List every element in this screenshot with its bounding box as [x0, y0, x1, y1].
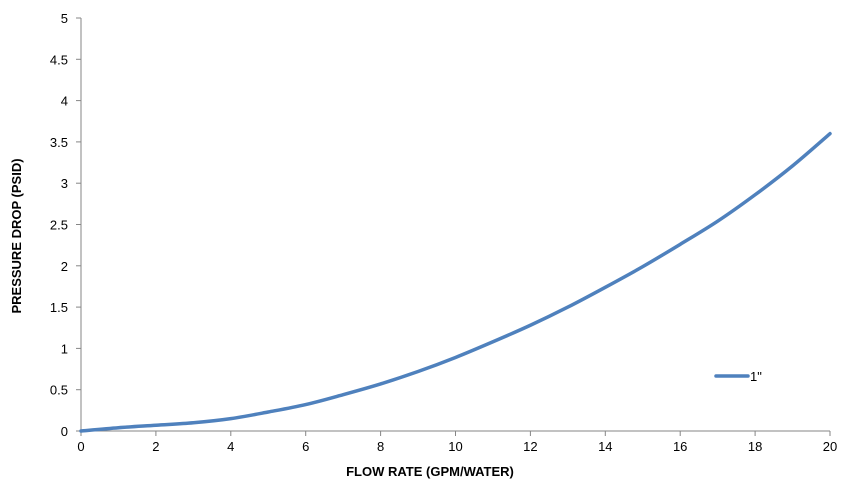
x-tick-label: 12 — [523, 439, 537, 454]
y-tick-label: 1.5 — [50, 300, 68, 315]
x-tick-label: 16 — [673, 439, 687, 454]
y-axis-ticks: 0 0.5 1 1.5 2 2.5 3 3.5 4 4.5 5 — [50, 11, 81, 439]
x-tick-label: 20 — [823, 439, 837, 454]
y-tick-label: 2.5 — [50, 218, 68, 233]
y-axis-title: PRESSURE DROP (PSID) — [9, 158, 24, 313]
y-tick-label: 3.5 — [50, 135, 68, 150]
x-tick-label: 18 — [748, 439, 762, 454]
legend: 1" — [714, 369, 762, 384]
y-tick-label: 3 — [61, 176, 68, 191]
x-tick-label: 2 — [152, 439, 159, 454]
y-tick-label: 0 — [61, 424, 68, 439]
y-tick-label: 5 — [61, 11, 68, 26]
y-tick-label: 0.5 — [50, 383, 68, 398]
x-tick-label: 10 — [448, 439, 462, 454]
x-axis-ticks: 0 2 4 6 8 10 12 14 16 18 20 — [77, 431, 837, 454]
y-tick-label: 4.5 — [50, 52, 68, 67]
y-tick-label: 1 — [61, 341, 68, 356]
axes — [80, 18, 830, 432]
series-line-0 — [79, 131, 832, 433]
y-tick-label: 4 — [61, 94, 68, 109]
x-tick-label: 8 — [377, 439, 384, 454]
series-layer — [79, 131, 832, 433]
x-tick-label: 0 — [77, 439, 84, 454]
legend-label-1in: 1" — [750, 369, 762, 384]
x-tick-label: 14 — [598, 439, 612, 454]
x-tick-label: 4 — [227, 439, 234, 454]
y-tick-label: 2 — [61, 259, 68, 274]
x-axis-title: FLOW RATE (GPM/WATER) — [346, 464, 514, 479]
x-tick-label: 6 — [302, 439, 309, 454]
